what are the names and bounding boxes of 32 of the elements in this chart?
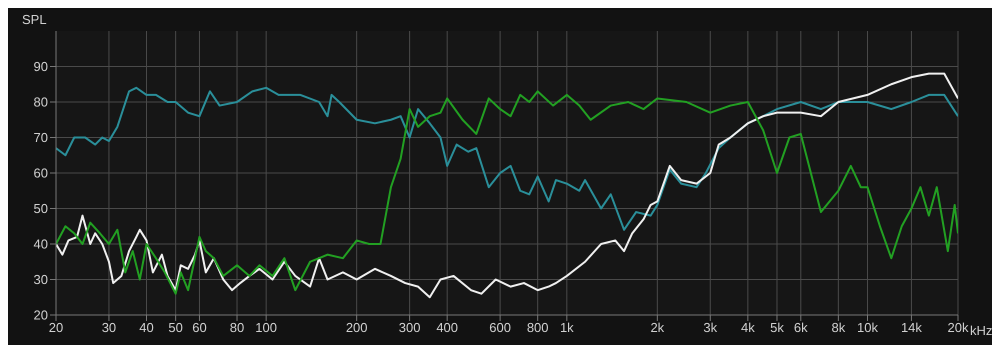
x-axis-title: kHz — [970, 323, 992, 338]
y-tick-label: 50 — [34, 201, 48, 216]
x-tick-label: 60 — [192, 320, 207, 336]
x-tick-label: 100 — [255, 320, 278, 336]
y-tick-label: 70 — [34, 130, 48, 146]
x-tick-label: 2k — [650, 320, 665, 336]
x-tick-label: 10k — [857, 320, 878, 336]
x-tick-label: 50 — [168, 320, 183, 336]
x-tick-label: 1k — [560, 320, 574, 336]
x-tick-label: 600 — [489, 320, 511, 336]
y-tick-label: 60 — [34, 166, 48, 181]
y-tick-label: 20 — [34, 308, 48, 323]
y-tick-label: 40 — [34, 236, 48, 252]
x-tick-label: 800 — [526, 320, 549, 336]
x-tick-label: 14k — [900, 320, 922, 336]
x-tick-label: 40 — [139, 320, 154, 336]
x-tick-label: 30 — [102, 320, 116, 336]
x-tick-label: 20k — [948, 320, 969, 336]
x-tick-label: 3k — [703, 320, 718, 336]
y-axis-title: SPL — [22, 12, 47, 27]
x-tick-label: 200 — [346, 320, 368, 336]
x-tick-label: 4k — [740, 320, 756, 336]
x-tick-label: 80 — [230, 320, 244, 336]
y-tick-label: 30 — [34, 272, 48, 288]
x-tick-label: 5k — [770, 320, 784, 336]
y-tick-label: 80 — [34, 94, 48, 110]
x-tick-label: 300 — [398, 320, 420, 336]
y-tick-label: 90 — [34, 59, 48, 74]
x-tick-label: 20 — [48, 320, 64, 336]
x-tick-label: 400 — [436, 320, 458, 336]
x-tick-label: 8k — [831, 320, 846, 336]
x-tick-label: 6k — [794, 320, 808, 336]
